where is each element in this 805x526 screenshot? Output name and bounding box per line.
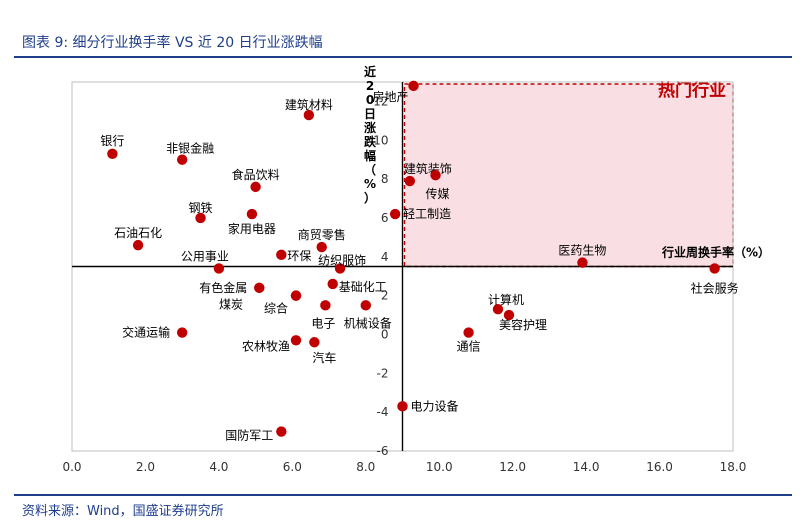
point-label: 建筑材料 [285, 97, 333, 112]
point-marker [404, 175, 416, 187]
point-label: 综合 [264, 301, 288, 316]
y-tick-label: 12 [373, 94, 388, 108]
y-tick-label: 8 [381, 172, 389, 186]
x-tick-label: 16.0 [646, 460, 673, 474]
point-label: 家用电器 [228, 221, 276, 236]
x-tick-label: 8.0 [356, 460, 375, 474]
point-marker [107, 148, 118, 160]
x-tick-label: 4.0 [209, 460, 228, 474]
point-label: 有色金属 [199, 280, 247, 295]
point-marker [503, 309, 515, 321]
point-marker [430, 170, 441, 181]
point-marker [316, 241, 327, 253]
point-label: 纺织服饰 [318, 253, 366, 267]
point-label: 通信 [457, 340, 481, 354]
header-divider [14, 56, 792, 58]
point-marker [303, 109, 315, 121]
point-label: 国防军工 [225, 428, 273, 443]
point-marker [309, 337, 320, 348]
point-label: 钢铁 [189, 201, 213, 215]
y-tick-label: 2 [381, 289, 389, 303]
x-axis-title: 行业周换手率（%） [661, 245, 770, 260]
point-marker [389, 208, 401, 220]
point-label: 机械设备 [344, 315, 392, 330]
point-marker [360, 300, 371, 311]
point-label: 传媒 [426, 186, 450, 201]
point-marker [176, 154, 188, 165]
point-marker [709, 263, 720, 274]
point-marker [276, 249, 287, 261]
y-tick-label: -6 [377, 444, 389, 458]
point-label: 非银金融 [166, 141, 214, 156]
point-label: 环保 [287, 249, 311, 263]
point-marker [195, 212, 206, 224]
point-label: 建筑装饰 [404, 161, 452, 176]
x-tick-label: 10.0 [426, 460, 453, 474]
point-marker [408, 80, 419, 92]
point-marker [276, 426, 287, 437]
point-marker [176, 327, 188, 338]
point-marker [246, 208, 258, 220]
y-tick-label: -4 [377, 405, 389, 419]
point-marker [250, 181, 261, 193]
point-label: 社会服务 [691, 280, 739, 295]
point-marker [327, 278, 338, 290]
point-label: 房地产 [373, 89, 409, 104]
point-marker [254, 282, 265, 294]
point-marker [577, 257, 588, 268]
point-marker [397, 401, 408, 412]
point-marker [290, 290, 302, 301]
point-marker [290, 335, 302, 346]
chart-header-title: 图表 9: 细分行业换手率 VS 近 20 日行业涨跌幅 [22, 35, 323, 51]
point-label: 基础化工 [339, 280, 387, 294]
point-marker [492, 304, 504, 315]
footer-divider [14, 494, 792, 496]
point-label: 计算机 [488, 292, 524, 307]
y-tick-label: 6 [381, 211, 389, 225]
x-tick-label: 14.0 [573, 460, 600, 474]
point-label: 公用事业 [181, 249, 229, 263]
x-tick-label: 0.0 [62, 460, 81, 474]
point-label: 商贸零售 [298, 227, 346, 242]
point-label: 石油石化 [114, 226, 162, 240]
point-label: 食品饮料 [232, 167, 280, 182]
point-label: 交通运输 [122, 325, 170, 340]
point-label: 医药生物 [558, 244, 606, 258]
highlight-region [403, 83, 734, 268]
x-tick-label: 6.0 [283, 460, 302, 474]
y-axis-title: 近 2 0 日涨跌幅（%） [364, 64, 377, 205]
x-tick-label: 2.0 [136, 460, 155, 474]
y-tick-label: 0 [381, 327, 389, 341]
point-marker [334, 263, 346, 274]
point-label: 电子 [311, 316, 335, 330]
y-tick-label: -2 [377, 366, 389, 380]
point-label: 轻工制造 [403, 207, 451, 221]
point-label: 美容护理 [499, 317, 547, 332]
point-label: 汽车 [312, 350, 336, 365]
point-label: 电力设备 [411, 399, 459, 413]
highlight-region-label: 热门行业 [658, 80, 726, 101]
y-tick-label: 4 [381, 250, 389, 264]
point-label: 银行 [100, 134, 124, 148]
point-marker [463, 327, 474, 338]
point-marker [132, 239, 144, 251]
source-note: 资料来源：Wind，国盛证券研究所 [22, 504, 224, 519]
point-label: 煤炭 [219, 298, 243, 312]
y-tick-label: 10 [373, 133, 388, 147]
point-marker [320, 300, 331, 311]
x-tick-label: 18.0 [720, 460, 747, 474]
x-tick-label: 12.0 [499, 460, 526, 474]
point-label: 农林牧渔 [242, 339, 290, 353]
point-marker [213, 263, 225, 274]
